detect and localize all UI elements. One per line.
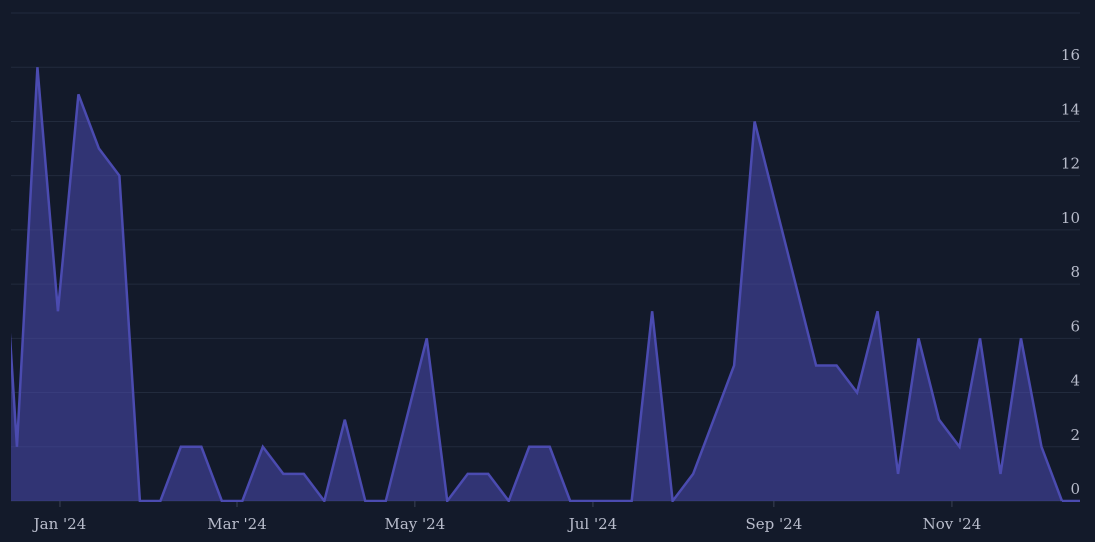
x-tick-label: Jul '24 — [567, 515, 617, 533]
labels: 0 2 4 6 8 10 12 14 16 Jan '24 Mar '24 May '24 Jul '2… — [32, 46, 1080, 533]
plot-area — [11, 67, 1080, 502]
area-line — [11, 67, 1064, 502]
y-tick-label: 10 — [1061, 209, 1080, 227]
y-tick-label: 16 — [1061, 46, 1080, 64]
y-tick-label: 8 — [1070, 263, 1080, 281]
y-tick-label: 12 — [1061, 155, 1080, 173]
y-tick-label: 4 — [1070, 372, 1080, 390]
x-tick-label: May '24 — [384, 515, 445, 533]
y-tick-label: 14 — [1061, 100, 1080, 118]
y-tick-label: 2 — [1070, 426, 1080, 444]
y-tick-label: 0 — [1070, 480, 1080, 498]
x-tick-label: Nov '24 — [923, 515, 982, 533]
x-tick-label: Jan '24 — [32, 515, 87, 533]
area-fill — [11, 67, 1062, 501]
y-tick-label: 6 — [1070, 317, 1080, 335]
x-tick-label: Sep '24 — [746, 515, 803, 533]
x-tick-label: Mar '24 — [207, 515, 266, 533]
